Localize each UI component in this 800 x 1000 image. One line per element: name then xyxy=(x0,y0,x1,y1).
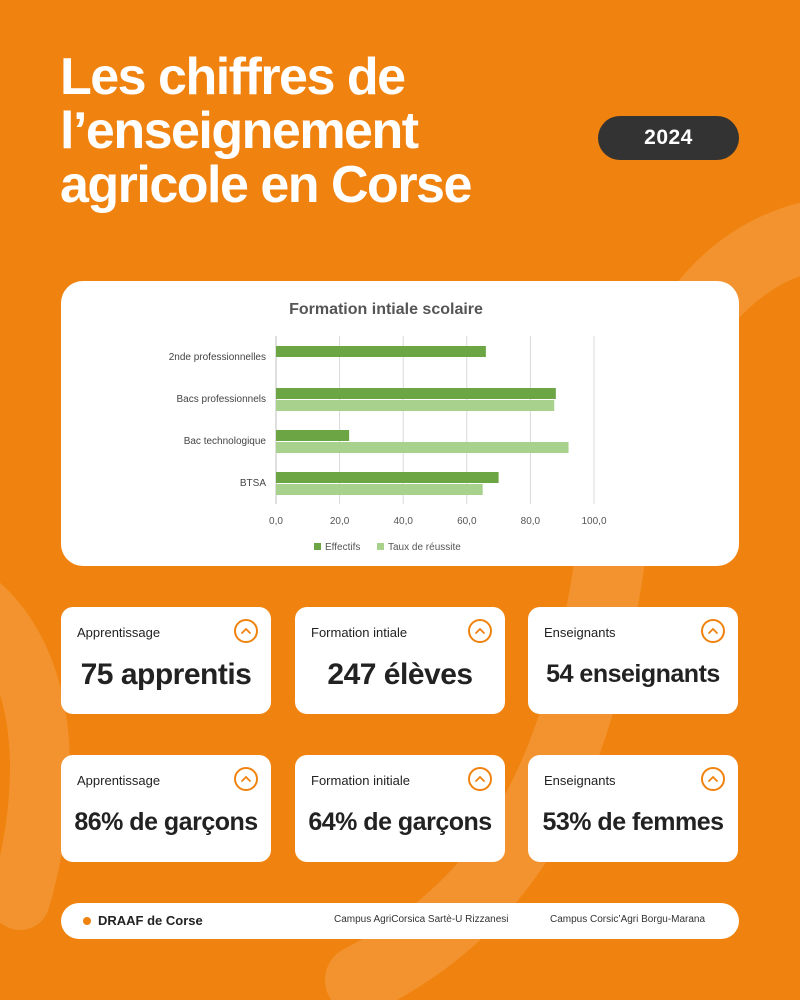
bar-chart: Formation intiale scolaire 0,0 20,0 40,0 60,… xyxy=(169,301,607,553)
tick-label: 20,0 xyxy=(330,516,350,527)
chart-title: Formation intiale scolaire xyxy=(289,301,483,318)
footer-org: DRAAF de Corse xyxy=(98,913,203,928)
tick-label: 60,0 xyxy=(457,516,477,527)
chevron-up-circle-icon[interactable] xyxy=(468,767,492,791)
stat-label: Apprentissage xyxy=(77,773,161,788)
category-label: BTSA xyxy=(240,478,266,489)
chevron-up-circle-icon[interactable] xyxy=(234,619,258,643)
category-label: Bac technologique xyxy=(184,436,267,447)
stat-value: 64% de garçons xyxy=(308,808,492,836)
bullet-dot-icon xyxy=(83,917,91,925)
bar-effectifs xyxy=(276,430,350,441)
title-line-3: agricole en Corse xyxy=(60,156,472,214)
stat-card-apprentissage-garcons: Apprentissage 86% de garçons xyxy=(61,755,271,862)
footer-bar: DRAAF de Corse Campus AgriCorsica Sartè-… xyxy=(61,903,739,939)
stat-card-enseignants-femmes: Enseignants 53% de femmes xyxy=(528,755,738,862)
bar-taux-reussite xyxy=(276,442,569,453)
chevron-up-circle-icon[interactable] xyxy=(701,619,725,643)
stat-value: 53% de femmes xyxy=(542,808,724,836)
legend-swatch xyxy=(377,543,384,550)
legend-label: Taux de réussite xyxy=(388,542,461,553)
legend-label: Effectifs xyxy=(325,542,360,553)
stat-value: 86% de garçons xyxy=(74,808,258,836)
stat-card-formation: Formation intiale 247 élèves xyxy=(295,607,505,714)
category-label: 2nde professionnelles xyxy=(169,352,266,363)
stat-label: Enseignants xyxy=(544,625,616,640)
stat-value: 75 apprentis xyxy=(80,657,252,691)
stat-card-enseignants: Enseignants 54 enseignants xyxy=(528,607,738,714)
title-line-2: l’enseignement xyxy=(60,102,419,160)
category-label: Bacs professionnels xyxy=(177,394,267,405)
chevron-up-circle-icon[interactable] xyxy=(234,767,258,791)
stat-label: Enseignants xyxy=(544,773,616,788)
tick-label: 40,0 xyxy=(393,516,413,527)
tick-label: 100,0 xyxy=(581,516,606,527)
chart-card: Formation intiale scolaire 0,0 20,0 40,0 60,… xyxy=(61,281,739,566)
bar-effectifs xyxy=(276,388,556,399)
bar-taux-reussite xyxy=(276,484,483,495)
stat-value: 54 enseignants xyxy=(546,660,720,688)
stat-label: Formation intiale xyxy=(311,625,408,640)
chevron-up-circle-icon[interactable] xyxy=(701,767,725,791)
bar-taux-reussite xyxy=(276,400,555,411)
tick-label: 0,0 xyxy=(269,516,283,527)
year-badge: 2024 xyxy=(598,116,739,160)
page-title: Les chiffres de l’enseignement agricole … xyxy=(60,50,580,212)
bar-effectifs xyxy=(276,346,486,357)
stat-value: 247 élèves xyxy=(327,657,473,691)
stat-card-apprentissage: Apprentissage 75 apprentis xyxy=(61,607,271,714)
title-line-1: Les chiffres de xyxy=(60,48,406,106)
stat-label: Formation initiale xyxy=(311,773,410,788)
stat-card-formation-garcons: Formation initiale 64% de garçons xyxy=(295,755,505,862)
legend-swatch xyxy=(314,543,321,550)
stat-label: Apprentissage xyxy=(77,625,161,640)
footer-campus-sartene: Campus AgriCorsica Sartè-U Rizzanesi xyxy=(334,914,509,925)
year-label: 2024 xyxy=(644,126,693,149)
footer-campus-borgu: Campus Corsic’Agri Borgu-Marana xyxy=(550,914,706,925)
bar-effectifs xyxy=(276,472,499,483)
tick-label: 80,0 xyxy=(521,516,541,527)
chevron-up-circle-icon[interactable] xyxy=(468,619,492,643)
